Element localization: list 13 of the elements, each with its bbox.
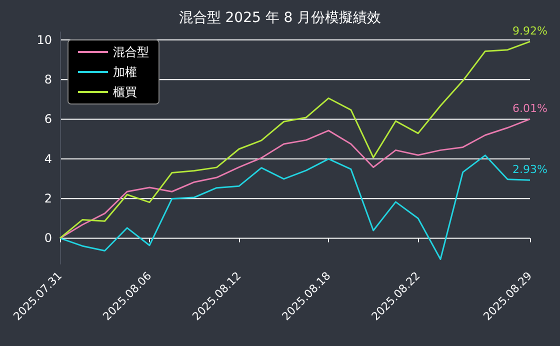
legend-label: 櫃買	[113, 85, 137, 99]
y-tick-label: 4	[44, 152, 52, 166]
data-label: 2.93%	[512, 163, 548, 176]
y-tick-label: 6	[44, 112, 52, 126]
y-tick-label: 10	[36, 32, 52, 47]
legend-label: 加權	[113, 65, 137, 79]
data-label: 6.01%	[512, 102, 548, 116]
legend-label: 混合型	[113, 45, 149, 59]
data-label: 9.92%	[512, 24, 548, 38]
y-tick-label: 2	[44, 192, 52, 206]
y-tick-label: 0	[44, 231, 52, 246]
chart-title: 混合型 2025 年 8 月份模擬績效	[178, 10, 382, 26]
y-tick-label: 8	[44, 72, 52, 87]
